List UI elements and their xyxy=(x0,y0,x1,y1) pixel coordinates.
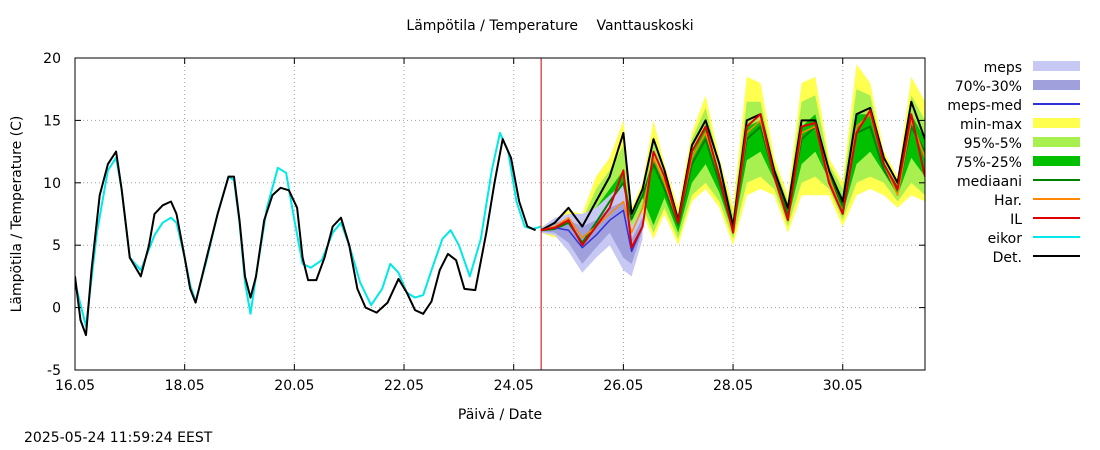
y-tick-label: 5 xyxy=(52,238,61,254)
plot-frame xyxy=(74,57,926,371)
timestamp: 2025-05-24 11:59:24 EEST xyxy=(24,430,213,446)
legend-label: min-max xyxy=(960,117,1022,133)
meps-med-line xyxy=(540,209,644,253)
det-forecast-line xyxy=(540,100,925,232)
y-tick-label: 20 xyxy=(43,51,61,67)
legend-label: meps xyxy=(984,60,1022,76)
y-tick-label: -5 xyxy=(47,363,61,379)
legend-label: Det. xyxy=(993,250,1022,266)
x-tick-label: 16.05 xyxy=(55,378,95,394)
x-tick-label: 24.05 xyxy=(494,378,534,394)
x-tick-label: 30.05 xyxy=(823,378,863,394)
legend-label: 70%-30% xyxy=(955,79,1022,95)
legend-label: meps-med xyxy=(947,98,1022,114)
y-tick-label: 15 xyxy=(43,113,61,129)
legend-swatch xyxy=(1033,137,1080,147)
plot-area xyxy=(75,64,925,337)
x-tick-label: 26.05 xyxy=(603,378,643,394)
x-tick-label: 20.05 xyxy=(274,378,314,394)
y-tick-label: 10 xyxy=(43,176,61,192)
legend-swatch xyxy=(1033,156,1080,166)
x-tick-label: 18.05 xyxy=(165,378,205,394)
det-observed-line xyxy=(75,138,537,337)
legend-label: eikor xyxy=(988,231,1023,247)
legend-label: 75%-25% xyxy=(955,155,1022,171)
x-axis-label: Päivä / Date xyxy=(457,407,543,423)
x-tick-label: 28.05 xyxy=(713,378,753,394)
legend-swatch xyxy=(1033,80,1080,90)
legend-label: mediaani xyxy=(957,174,1022,190)
legend-swatch xyxy=(1033,61,1080,71)
il-line xyxy=(540,109,925,249)
legend-swatch xyxy=(1033,118,1080,128)
eikor-line xyxy=(75,131,542,328)
legend-label: 95%-5% xyxy=(964,136,1022,152)
y-tick-label: 0 xyxy=(52,301,61,317)
chart-location: Vanttauskoski xyxy=(596,18,694,34)
x-tick-label: 22.05 xyxy=(384,378,424,394)
chart-title-text: Lämpötila / Temperature xyxy=(406,18,579,34)
legend-label: IL xyxy=(1010,212,1022,228)
legend-label: Har. xyxy=(994,193,1022,209)
chart-title: Lämpötila / Temperature Vanttauskoski xyxy=(0,18,1100,34)
p95-5-band xyxy=(541,89,925,256)
